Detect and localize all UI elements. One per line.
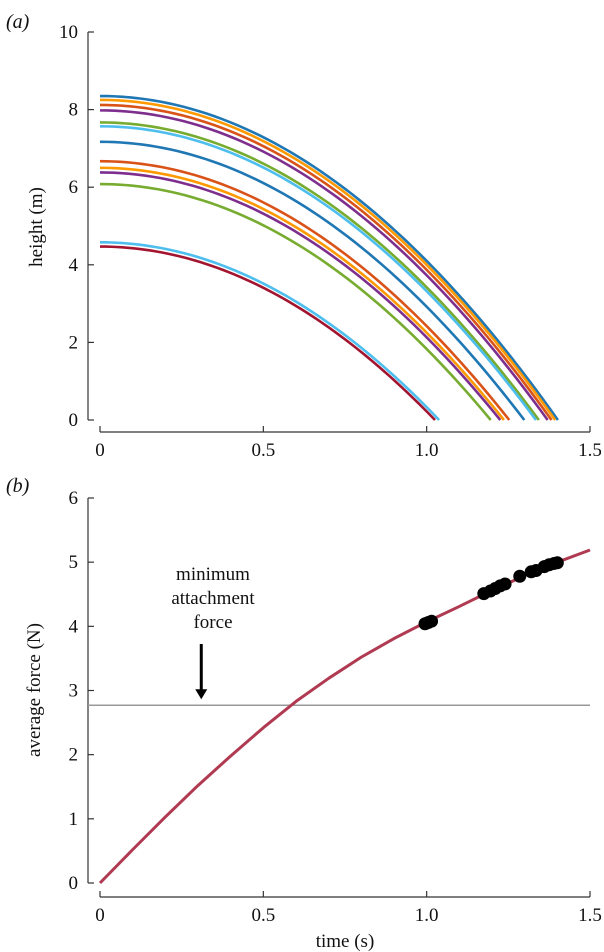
- panel-b-axes: 0 1 2 3 4 5 6 0 0.5 1.0 1.5: [69, 488, 602, 926]
- panel-a-height-chart: (a) 0 2 4 6 8 10 0 0.5 1.0 1.5 height (m): [6, 11, 602, 461]
- panel-b-x-tick-label: 0.5: [251, 905, 275, 926]
- panel-b-x-tick-label: 0: [95, 905, 105, 926]
- height-series-6: [99, 124, 538, 421]
- height-series-7: [99, 140, 526, 421]
- height-series-4: [99, 109, 549, 421]
- panel-a-y-tick-label: 2: [69, 332, 79, 353]
- panel-a-y-tick-label: 10: [59, 22, 78, 43]
- force-point: [550, 556, 564, 570]
- force-point: [425, 614, 439, 628]
- panel-a-y-tick-label: 0: [69, 410, 79, 431]
- panel-a-y-tick-label: 4: [69, 255, 79, 276]
- annotation-arrow-head: [195, 689, 208, 700]
- panel-b-y-tick-label: 0: [69, 873, 79, 894]
- panel-b-y-tick-label: 6: [69, 488, 79, 509]
- height-series-5: [99, 121, 540, 421]
- force-point: [513, 569, 527, 583]
- panel-b-x-tick-label: 1.5: [578, 905, 602, 926]
- panel-a-x-tick-label: 0.5: [251, 440, 275, 461]
- panel-a-y-tick-label: 8: [69, 100, 79, 121]
- panel-b-y-tick-label: 3: [69, 681, 79, 702]
- force-points: [418, 556, 564, 631]
- height-series-11: [99, 182, 492, 421]
- panel-b-x-tick-label: 1.0: [415, 905, 439, 926]
- panel-b-label: (b): [6, 475, 30, 497]
- height-series-12: [99, 241, 441, 421]
- height-series-1: [99, 94, 559, 421]
- panel-a-y-tick-label: 6: [69, 177, 79, 198]
- annotation-line-2: attachment: [171, 588, 255, 609]
- panel-b-force-chart: (b) 0 1 2 3 4 5 6 0 0.5 1.0 1.5 minimum attachment…: [6, 475, 602, 952]
- panel-b-y-tick-label: 2: [69, 745, 79, 766]
- panel-b-y-tick-label: 1: [69, 809, 79, 830]
- height-series-13: [99, 245, 436, 421]
- panel-a-axes: 0 2 4 6 8 10 0 0.5 1.0 1.5: [59, 22, 602, 461]
- panel-a-series: [99, 94, 559, 421]
- panel-b-y-axis-label: average force (N): [24, 623, 45, 757]
- force-point: [498, 577, 512, 591]
- height-series-10: [99, 171, 502, 421]
- panel-a-label: (a): [6, 11, 30, 33]
- panel-b-y-tick-label: 4: [69, 616, 79, 637]
- height-series-8: [99, 159, 511, 421]
- height-series-3: [99, 103, 553, 421]
- panel-a-y-axis-label: height (m): [26, 187, 47, 267]
- panel-b-x-axis-label: time (s): [316, 931, 375, 952]
- panel-a-x-tick-label: 0: [95, 440, 105, 461]
- panel-a-x-tick-label: 1.5: [578, 440, 602, 461]
- height-series-9: [99, 166, 506, 421]
- height-series-2: [99, 98, 557, 421]
- annotation-line-1: minimum: [176, 564, 250, 585]
- annotation-line-3: force: [193, 612, 232, 633]
- panel-b-y-tick-label: 5: [69, 552, 79, 573]
- panel-a-x-tick-label: 1.0: [415, 440, 439, 461]
- annotation: minimum attachment force: [171, 564, 255, 700]
